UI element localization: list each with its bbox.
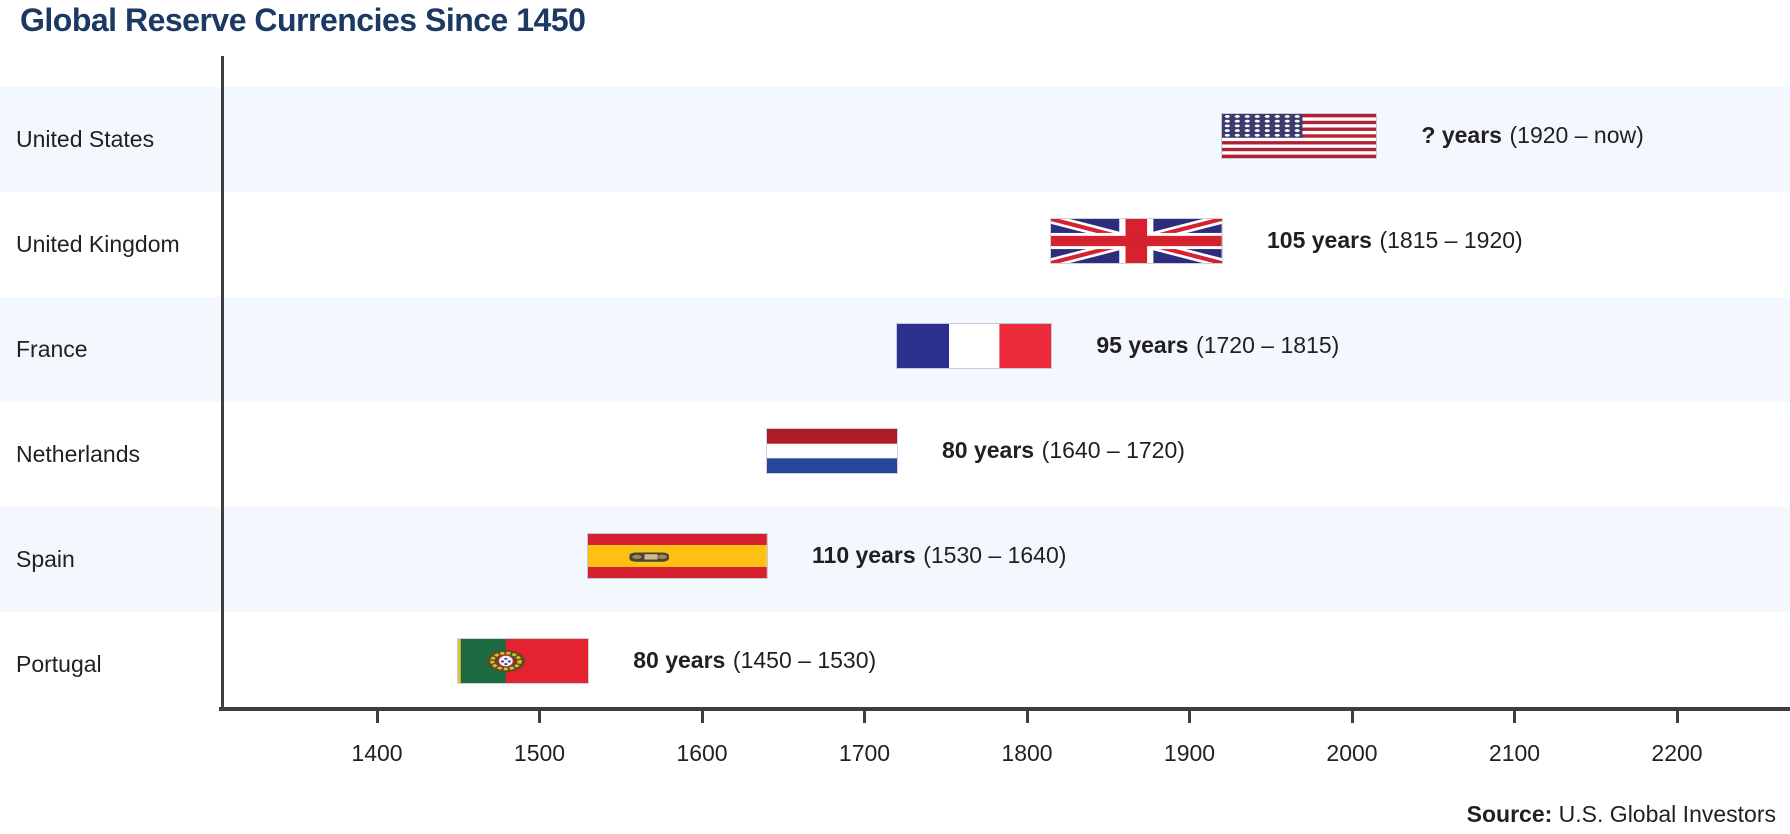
x-tick-label: 1400 (351, 740, 403, 766)
duration-annotation-us: ? years (1920 – now) (1421, 114, 1643, 158)
netherlands-flag (767, 428, 897, 473)
row-band-pt (0, 612, 1790, 717)
source-credit: Source: U.S. Global Investors (1467, 801, 1776, 828)
row-label-fr: France (16, 336, 88, 362)
row-label-us: United States (16, 126, 155, 152)
chart-title: Global Reserve Currencies Since 1450 (20, 2, 586, 38)
row-band-es (0, 507, 1790, 612)
united-states-flag (1222, 113, 1377, 158)
portugal-flag (458, 638, 589, 683)
row-label-pt: Portugal (16, 651, 102, 677)
y-axis-line (221, 56, 224, 711)
x-tick-label: 1800 (1001, 740, 1053, 766)
row-label-nl: Netherlands (16, 441, 141, 467)
duration-annotation-pt: 80 years (1450 – 1530) (633, 639, 876, 683)
france-flag (897, 323, 1052, 368)
source-label: Source: (1466, 801, 1553, 827)
x-tick-label: 1500 (513, 740, 566, 766)
duration-value: 105 years (1267, 227, 1372, 253)
united-states-flag (1222, 113, 1377, 158)
row-label-es: Spain (16, 546, 75, 572)
x-tick-label: 1700 (838, 740, 891, 766)
duration-value: 80 years (942, 437, 1035, 463)
row-band-fr (0, 297, 1790, 402)
row-label-uk: United Kingdom (16, 231, 180, 257)
x-tick-mark (700, 711, 704, 723)
x-tick-mark (1025, 711, 1029, 723)
source-text: U.S. Global Investors (1552, 801, 1776, 827)
x-tick-label: 2200 (1651, 740, 1703, 766)
x-tick-label: 1900 (1163, 740, 1216, 766)
x-tick-mark (1675, 711, 1679, 723)
x-tick-label: 2100 (1488, 740, 1541, 766)
netherlands-flag (767, 428, 897, 473)
x-tick-mark (1513, 711, 1516, 723)
x-tick-mark (863, 711, 866, 723)
united-kingdom-flag (1051, 218, 1222, 263)
spain-flag (588, 533, 767, 578)
year-range: (1920 – now) (1509, 122, 1644, 148)
year-range: (1815 – 1920) (1379, 227, 1523, 253)
x-tick-mark (1350, 711, 1354, 723)
duration-value: 80 years (633, 647, 726, 673)
year-range: (1530 – 1640) (923, 542, 1067, 568)
row-band-us (0, 87, 1790, 192)
duration-annotation-uk: 105 years (1815 – 1920) (1267, 219, 1523, 263)
france-flag (897, 323, 1052, 368)
duration-annotation-nl: 80 years (1640 – 1720) (942, 429, 1185, 473)
duration-annotation-fr: 95 years (1720 – 1815) (1096, 324, 1339, 368)
x-tick-mark (375, 711, 379, 723)
x-tick-label: 2000 (1326, 740, 1378, 766)
duration-value: 110 years (812, 542, 916, 568)
duration-annotation-es: 110 years (1530 – 1640) (812, 534, 1066, 578)
spain-flag (588, 533, 767, 578)
year-range: (1640 – 1720) (1041, 437, 1185, 463)
x-tick-mark (1188, 711, 1191, 723)
year-range: (1450 – 1530) (732, 647, 877, 673)
year-range: (1720 – 1815) (1196, 332, 1340, 358)
portugal-flag (458, 638, 589, 683)
x-tick-label: 1600 (676, 740, 728, 766)
x-axis-line (219, 707, 1790, 711)
duration-value: 95 years (1096, 332, 1189, 358)
united-kingdom-flag (1051, 218, 1222, 263)
x-tick-mark (538, 711, 541, 723)
duration-value: ? years (1421, 122, 1502, 148)
